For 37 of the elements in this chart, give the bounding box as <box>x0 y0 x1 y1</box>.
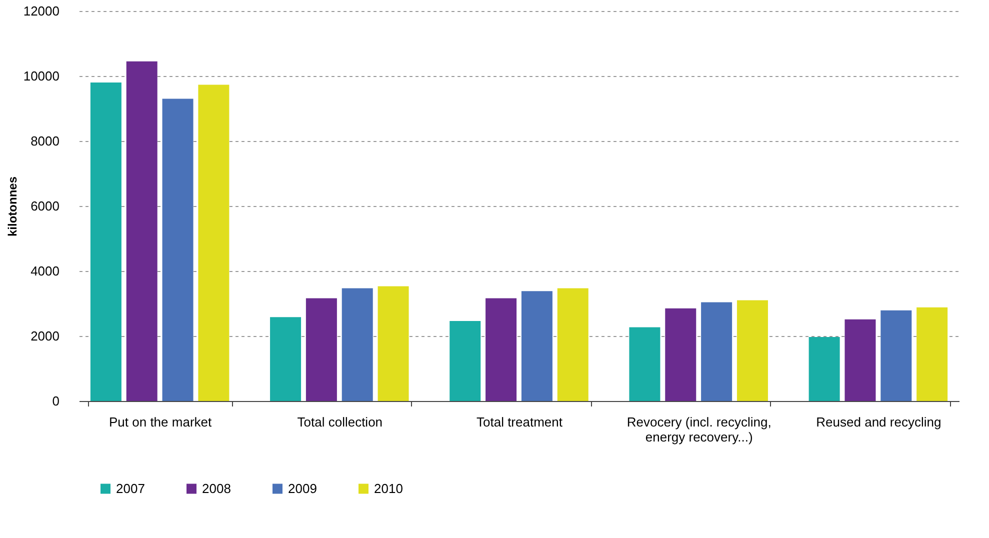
bar <box>808 336 840 401</box>
bar <box>557 288 588 401</box>
bar <box>162 98 194 401</box>
legend-label: 2010 <box>374 480 403 496</box>
y-tick-label: 8000 <box>30 134 60 148</box>
bar <box>665 308 696 401</box>
bar <box>306 298 337 401</box>
bar <box>486 298 517 401</box>
legend-label: 2009 <box>288 480 317 496</box>
bar <box>880 310 912 401</box>
bar <box>378 286 409 401</box>
bar <box>270 317 302 401</box>
bar <box>844 319 876 401</box>
bar <box>701 302 732 401</box>
bar <box>629 327 660 401</box>
x-tick-label: Total collection <box>297 414 383 430</box>
x-tick-label: Reused and recycling <box>816 414 942 430</box>
y-tick-label: 2000 <box>30 328 60 344</box>
bar <box>736 300 768 401</box>
y-tick-label: 0 <box>52 394 60 408</box>
x-tick-label: Put on the market <box>109 414 212 430</box>
legend-label: 2007 <box>116 480 145 496</box>
x-tick-label: Total treatment <box>476 414 563 430</box>
bar <box>450 321 481 401</box>
y-axis-title: kilotonnes <box>5 176 20 237</box>
y-tick-label: 6000 <box>30 198 60 214</box>
y-tick-label: 12000 <box>23 4 60 18</box>
y-tick-label: 4000 <box>30 264 60 278</box>
bar <box>342 288 373 401</box>
y-tick-label: 10000 <box>23 68 60 84</box>
legend-label: 2008 <box>202 480 231 496</box>
bar <box>126 61 158 401</box>
bar <box>521 291 552 401</box>
bar <box>90 82 122 401</box>
bar <box>916 307 948 401</box>
bar <box>198 84 230 401</box>
x-tick-label: Revocery (incl. recycling, energy recovery...) <box>626 414 772 444</box>
